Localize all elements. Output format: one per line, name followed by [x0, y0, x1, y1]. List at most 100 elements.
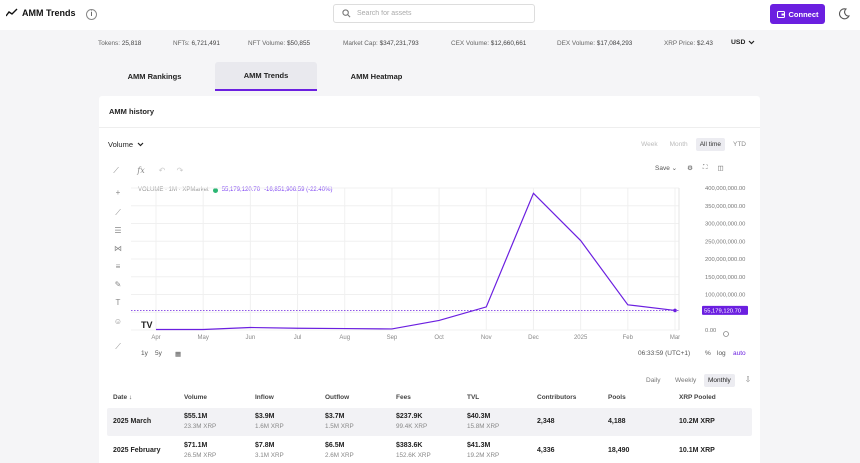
cell-fees: $237.9K [396, 413, 423, 420]
app-title: AMM Trends [22, 8, 76, 18]
range-ytd[interactable]: YTD [733, 141, 746, 148]
connect-label: Connect [788, 9, 819, 19]
text-icon[interactable]: T [115, 298, 121, 307]
range-all-time[interactable]: All time [695, 138, 725, 151]
cell-outflow: $3.7M [325, 413, 345, 420]
connect-button[interactable]: Connect [770, 4, 825, 24]
wallet-icon [776, 10, 785, 18]
table-row[interactable]: 2025 March $55.1M 23.3M XRP $3.9M 1.6M X… [107, 408, 752, 436]
x-tick-label: Oct [434, 335, 444, 341]
ruler-icon[interactable]: ⟋ [115, 342, 121, 351]
cell-tvl: $41.3M [467, 442, 491, 449]
main-tabs: AMM Rankings AMM Trends AMM Heatmap [95, 62, 760, 91]
undo-icon[interactable]: ↶ [158, 166, 166, 175]
line-chart-icon[interactable]: ⟋ [113, 166, 119, 175]
chart-legend: VOLUME · 1M · XPMarket 55,179,120.70 -16… [138, 187, 332, 193]
header-xrp-pooled[interactable]: XRP Pooled [679, 394, 716, 401]
metric-label: Volume [108, 140, 134, 149]
header-outflow[interactable]: Outflow [325, 394, 350, 401]
indicators-icon[interactable]: fx [137, 166, 145, 175]
camera-icon[interactable]: ◫ [717, 165, 724, 172]
auto-toggle[interactable]: auto [733, 350, 746, 357]
search-input[interactable] [357, 10, 527, 17]
range-1y[interactable]: 1y [141, 350, 148, 357]
cell-pools: 4,188 [608, 418, 626, 425]
period-weekly[interactable]: Weekly [675, 377, 697, 384]
data-point [673, 308, 677, 313]
tab-amm-heatmap[interactable]: AMM Heatmap [350, 72, 403, 81]
save-button[interactable]: Save ⌄ [655, 165, 678, 172]
table-header: Date ↓ Volume Inflow Outflow Fees TVL Co… [99, 394, 760, 406]
card-title: AMM history [109, 107, 154, 116]
header-volume[interactable]: Volume [184, 394, 207, 401]
cell-date: 2025 February [113, 447, 161, 454]
period-monthly[interactable]: Monthly [704, 374, 735, 387]
cell-tvl: $40.3M [467, 413, 491, 420]
table-row[interactable]: 2025 February $71.1M 26.5M XRP $7.8M 3.1… [107, 437, 752, 463]
amm-history-card: AMM history Volume Week Month All time Y… [99, 96, 760, 463]
range-week[interactable]: Week [641, 141, 658, 148]
brush-icon[interactable]: ✎ [114, 280, 122, 289]
range-selector: Week Month All time YTD [637, 138, 750, 151]
cell-inflow-xrp: 3.1M XRP [255, 452, 284, 459]
period-daily[interactable]: Daily [646, 377, 661, 384]
stat-cex-volume: CEX Volume: $12,660,661 [451, 40, 527, 47]
moon-icon[interactable] [838, 8, 850, 20]
percent-toggle[interactable]: % [705, 350, 711, 357]
chart-time: 06:33:59 (UTC+1) [638, 350, 691, 357]
info-icon[interactable]: i [86, 9, 97, 20]
cell-fees: $383.6K [396, 442, 423, 449]
crosshair-icon[interactable]: + [115, 188, 121, 197]
x-tick-label: Apr [151, 335, 160, 341]
header-pools[interactable]: Pools [608, 394, 626, 401]
cell-volume-xrp: 23.3M XRP [184, 423, 217, 430]
y-tick-label: 400,000,000.00 [705, 186, 745, 192]
y-tick-label: 100,000,000.00 [705, 293, 745, 299]
settings-icon[interactable]: ⚙ [687, 165, 693, 172]
cell-xrp-pooled: 10.1M XRP [679, 447, 715, 454]
cell-inflow-xrp: 1.6M XRP [255, 423, 284, 430]
pattern-icon[interactable]: ⋈ [114, 244, 122, 253]
y-tick-label: 350,000,000.00 [705, 204, 745, 210]
cell-volume: $71.1M [184, 442, 208, 449]
tab-amm-rankings[interactable]: AMM Rankings [127, 72, 182, 81]
range-5y[interactable]: 5y [155, 350, 162, 357]
header-date[interactable]: Date ↓ [113, 394, 133, 401]
log-toggle[interactable]: log [717, 350, 726, 357]
cell-outflow-xrp: 2.6M XRP [325, 452, 354, 459]
stat-tokens: Tokens: 25,818 [98, 40, 142, 47]
currency-select[interactable]: USD [731, 39, 755, 46]
app-logo[interactable]: AMM Trends [6, 8, 76, 18]
x-tick-label: Mar [670, 335, 680, 341]
range-month[interactable]: Month [669, 141, 688, 148]
fullscreen-icon[interactable]: ⛶ [702, 164, 708, 171]
export-icon[interactable]: ⇩ [744, 375, 752, 384]
header-inflow[interactable]: Inflow [255, 394, 274, 401]
header-contributors[interactable]: Contributors [537, 394, 577, 401]
x-tick-label: Dec [528, 335, 539, 341]
fib-icon[interactable]: ☰ [114, 226, 122, 235]
cell-fees-xrp: 152.6K XRP [396, 452, 431, 459]
search-box[interactable] [333, 4, 535, 23]
calendar-icon[interactable]: ▦ [175, 351, 182, 358]
header-fees[interactable]: Fees [396, 394, 411, 401]
chevron-down-icon [748, 40, 755, 45]
stat-nfts: NFTs: 6,721,491 [173, 40, 220, 47]
cell-tvl-xrp: 15.8M XRP [467, 423, 500, 430]
cell-fees-xrp: 99.4K XRP [396, 423, 428, 430]
volume-chart[interactable]: Apr May Jun Jul Aug Sep Oct Nov Dec 2025 Feb Mar 400… [99, 180, 760, 350]
scale-icon [723, 331, 729, 337]
y-tick-label: 300,000,000.00 [705, 222, 745, 228]
cell-date: 2025 March [113, 418, 152, 425]
trendline-icon[interactable]: ⟋ [115, 208, 121, 217]
x-tick-label: Feb [623, 335, 634, 341]
tab-amm-trends[interactable]: AMM Trends [215, 62, 317, 91]
projection-icon[interactable]: ≡ [115, 262, 121, 271]
redo-icon[interactable]: ↷ [176, 166, 184, 175]
top-header: AMM Trends i Connect [0, 0, 860, 30]
metric-select[interactable]: Volume [108, 140, 144, 149]
y-tick-label: 200,000,000.00 [705, 257, 745, 263]
emoji-icon[interactable]: ☺ [113, 317, 123, 326]
header-tvl[interactable]: TVL [467, 394, 480, 401]
divider [99, 127, 760, 128]
